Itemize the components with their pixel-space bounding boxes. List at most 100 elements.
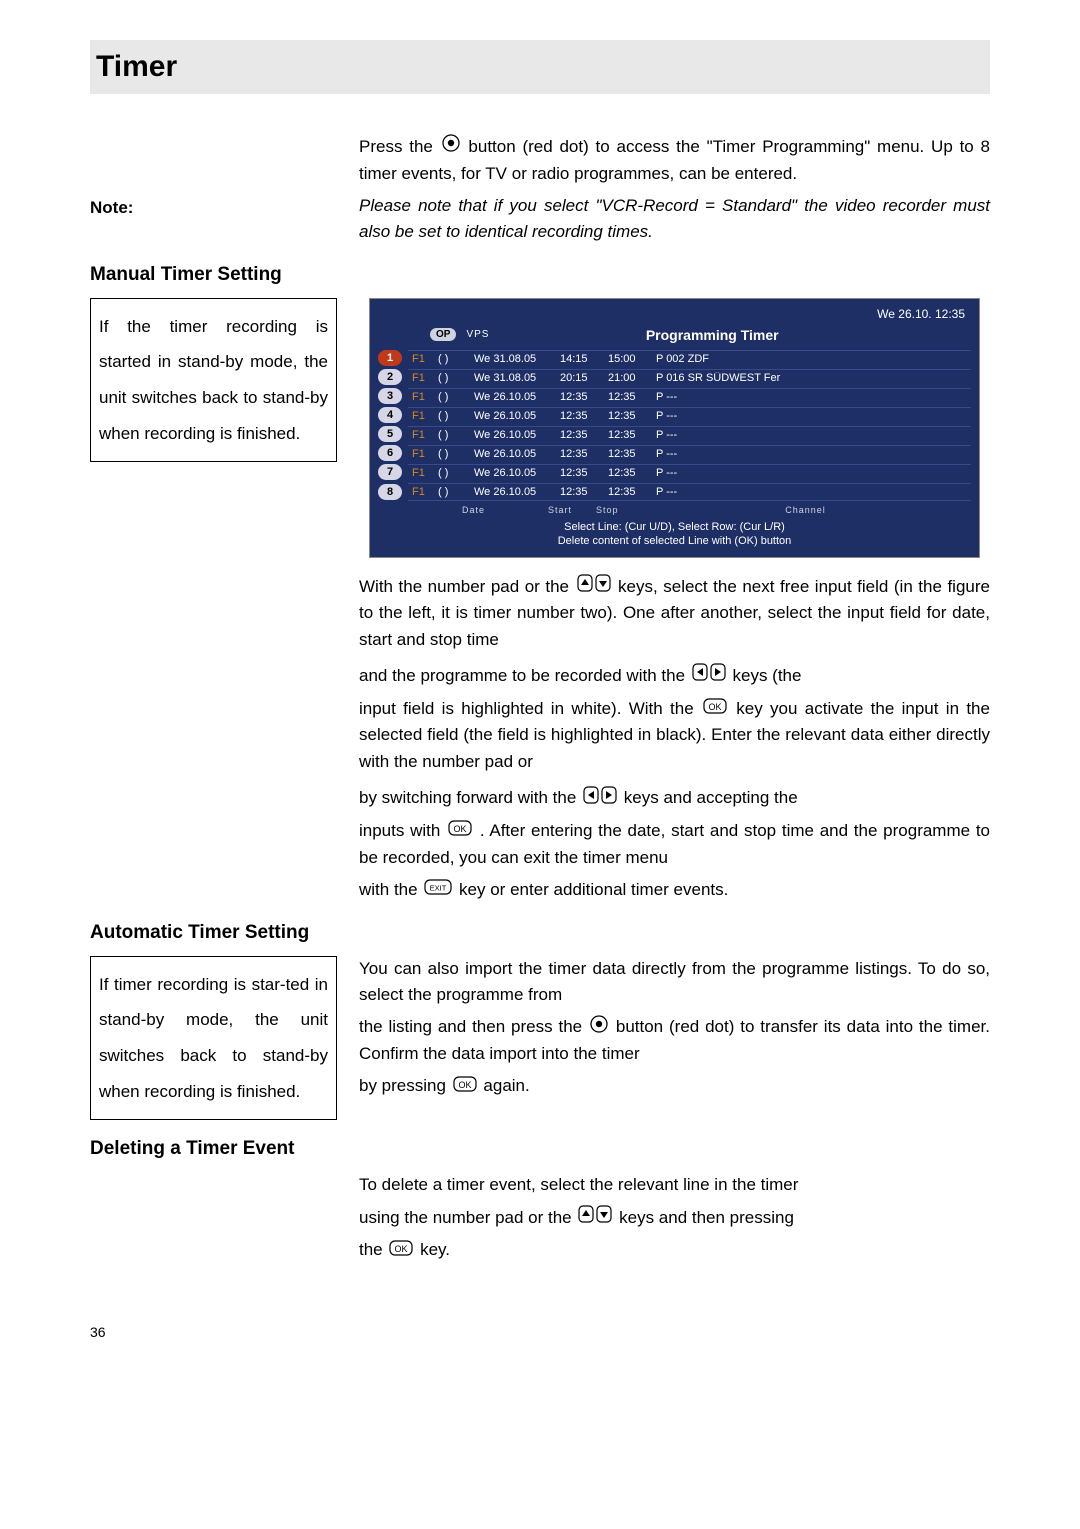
intro-text: Press the button (red dot) to access the… (359, 134, 990, 187)
cell-stop: 12:35 (608, 410, 648, 422)
vps-label: VPS (466, 329, 489, 340)
cell-vps: ( ) (438, 429, 466, 441)
cell-stop: 12:35 (608, 429, 648, 441)
cell-f1: F1 (412, 448, 430, 460)
cell-channel: P --- (656, 429, 967, 441)
cell-vps: ( ) (438, 353, 466, 365)
automatic-p3: by pressing OK again. (359, 1073, 990, 1100)
cell-stop: 12:35 (608, 448, 648, 460)
cell-f1: F1 (412, 372, 430, 384)
cell-date: We 31.08.05 (474, 353, 552, 365)
tv-title: Programming Timer (499, 327, 965, 343)
cell-stop: 12:35 (608, 391, 648, 403)
deleting-p2: using the number pad or the keys and the… (359, 1205, 990, 1232)
deleting-p3: the OK key. (359, 1237, 990, 1264)
cell-vps: ( ) (438, 467, 466, 479)
tv-column-header: Date Start Stop Channel (400, 502, 971, 519)
red-dot-icon (590, 1015, 608, 1041)
cell-date: We 26.10.05 (474, 391, 552, 403)
manual-p2: and the programme to be recorded with th… (359, 663, 990, 690)
timer-row: 4 F1 ( ) We 26.10.05 12:35 12:35 P --- (378, 406, 971, 425)
cell-f1: F1 (412, 410, 430, 422)
manual-p6: with the EXIT key or enter additional ti… (359, 877, 990, 904)
timer-row: 6F1( )We 26.10.0512:3512:35P --- (378, 444, 971, 463)
cell-start: 12:35 (560, 486, 600, 498)
row-number: 2 (378, 369, 402, 385)
cell-start: 12:35 (560, 410, 600, 422)
cell-channel: P --- (656, 410, 967, 422)
cell-channel: P --- (656, 448, 967, 460)
row-number: 4 (378, 407, 402, 423)
page-title-bar: Timer (90, 40, 990, 94)
cell-f1: F1 (412, 486, 430, 498)
timer-row: 8F1( )We 26.10.0512:3512:35P --- (378, 482, 971, 502)
svg-text:OK: OK (458, 1080, 471, 1090)
row-number: 7 (378, 464, 402, 480)
automatic-p2: the listing and then press the button (r… (359, 1014, 990, 1067)
cell-start: 20:15 (560, 372, 600, 384)
timer-row: 2 F1 ( ) We 31.08.05 20:15 21:00 P 016 SR SÜDW… (378, 368, 971, 387)
intro-note: Please note that if you select "VCR-Reco… (359, 193, 990, 246)
row-number: 8 (378, 484, 402, 500)
manual-p5: inputs with OK . After entering the date… (359, 818, 990, 871)
cell-channel: P 016 SR SÜDWEST Fer (656, 372, 967, 384)
tv-datetime: We 26.10. 12:35 (370, 305, 979, 325)
row-number: 5 (378, 426, 402, 442)
cell-start: 14:15 (560, 353, 600, 365)
row-number: 6 (378, 445, 402, 461)
manual-p3: input field is highlighted in white). Wi… (359, 696, 990, 775)
cell-vps: ( ) (438, 391, 466, 403)
cell-start: 12:35 (560, 429, 600, 441)
cell-date: We 26.10.05 (474, 486, 552, 498)
page-number: 36 (90, 1324, 990, 1340)
cell-date: We 26.10.05 (474, 467, 552, 479)
automatic-sidebar: If timer recording is star-ted in stand-… (90, 956, 337, 1121)
op-badge: OP (430, 328, 456, 341)
manual-sidebar: If the timer recording is started in sta… (90, 298, 337, 463)
left-right-icon (692, 663, 726, 689)
cell-vps: ( ) (438, 410, 466, 422)
deleting-p1: To delete a timer event, select the rele… (359, 1172, 990, 1198)
tv-footer-1: Select Line: (Cur U/D), Select Row: (Cur… (370, 519, 979, 533)
tv-footer-2: Delete content of selected Line with (OK… (370, 533, 979, 547)
cell-date: We 26.10.05 (474, 429, 552, 441)
cell-f1: F1 (412, 391, 430, 403)
timer-row: 7F1( )We 26.10.0512:3512:35P --- (378, 463, 971, 482)
cell-vps: ( ) (438, 448, 466, 460)
cell-vps: ( ) (438, 486, 466, 498)
svg-text:OK: OK (454, 824, 467, 834)
row-number: 3 (378, 388, 402, 404)
automatic-heading: Automatic Timer Setting (90, 922, 990, 944)
tv-rows: 1 F1 ( ) We 31.08.05 14:15 15:00 P 002 ZDF 2 F1 (… (370, 349, 979, 502)
cell-stop: 21:00 (608, 372, 648, 384)
up-down-icon (577, 574, 611, 600)
row-number: 1 (378, 350, 402, 366)
cell-stop: 15:00 (608, 353, 648, 365)
cell-channel: P 002 ZDF (656, 353, 967, 365)
manual-p4: by switching forward with the keys and a… (359, 785, 990, 812)
cell-channel: P --- (656, 467, 967, 479)
timer-row: 3F1( )We 26.10.0512:3512:35P --- (378, 387, 971, 406)
page-title: Timer (96, 50, 990, 84)
exit-icon: EXIT (424, 877, 452, 903)
cell-date: We 26.10.05 (474, 410, 552, 422)
timer-screenshot: We 26.10. 12:35 OP VPS Programming Timer… (369, 298, 980, 558)
cell-start: 12:35 (560, 467, 600, 479)
cell-f1: F1 (412, 467, 430, 479)
ok-icon: OK (389, 1238, 413, 1264)
svg-text:OK: OK (395, 1244, 408, 1254)
ok-icon: OK (703, 696, 727, 722)
timer-row: 1 F1 ( ) We 31.08.05 14:15 15:00 P 002 ZDF (378, 349, 971, 368)
manual-heading: Manual Timer Setting (90, 264, 990, 286)
cell-channel: P --- (656, 486, 967, 498)
intro-text-a: Press the (359, 137, 440, 156)
cell-date: We 26.10.05 (474, 448, 552, 460)
cell-date: We 31.08.05 (474, 372, 552, 384)
cell-f1: F1 (412, 429, 430, 441)
svg-text:EXIT: EXIT (430, 884, 447, 893)
cell-vps: ( ) (438, 372, 466, 384)
ok-icon: OK (448, 818, 472, 844)
cell-f1: F1 (412, 353, 430, 365)
ok-icon: OK (453, 1074, 477, 1100)
up-down-icon (578, 1205, 612, 1231)
